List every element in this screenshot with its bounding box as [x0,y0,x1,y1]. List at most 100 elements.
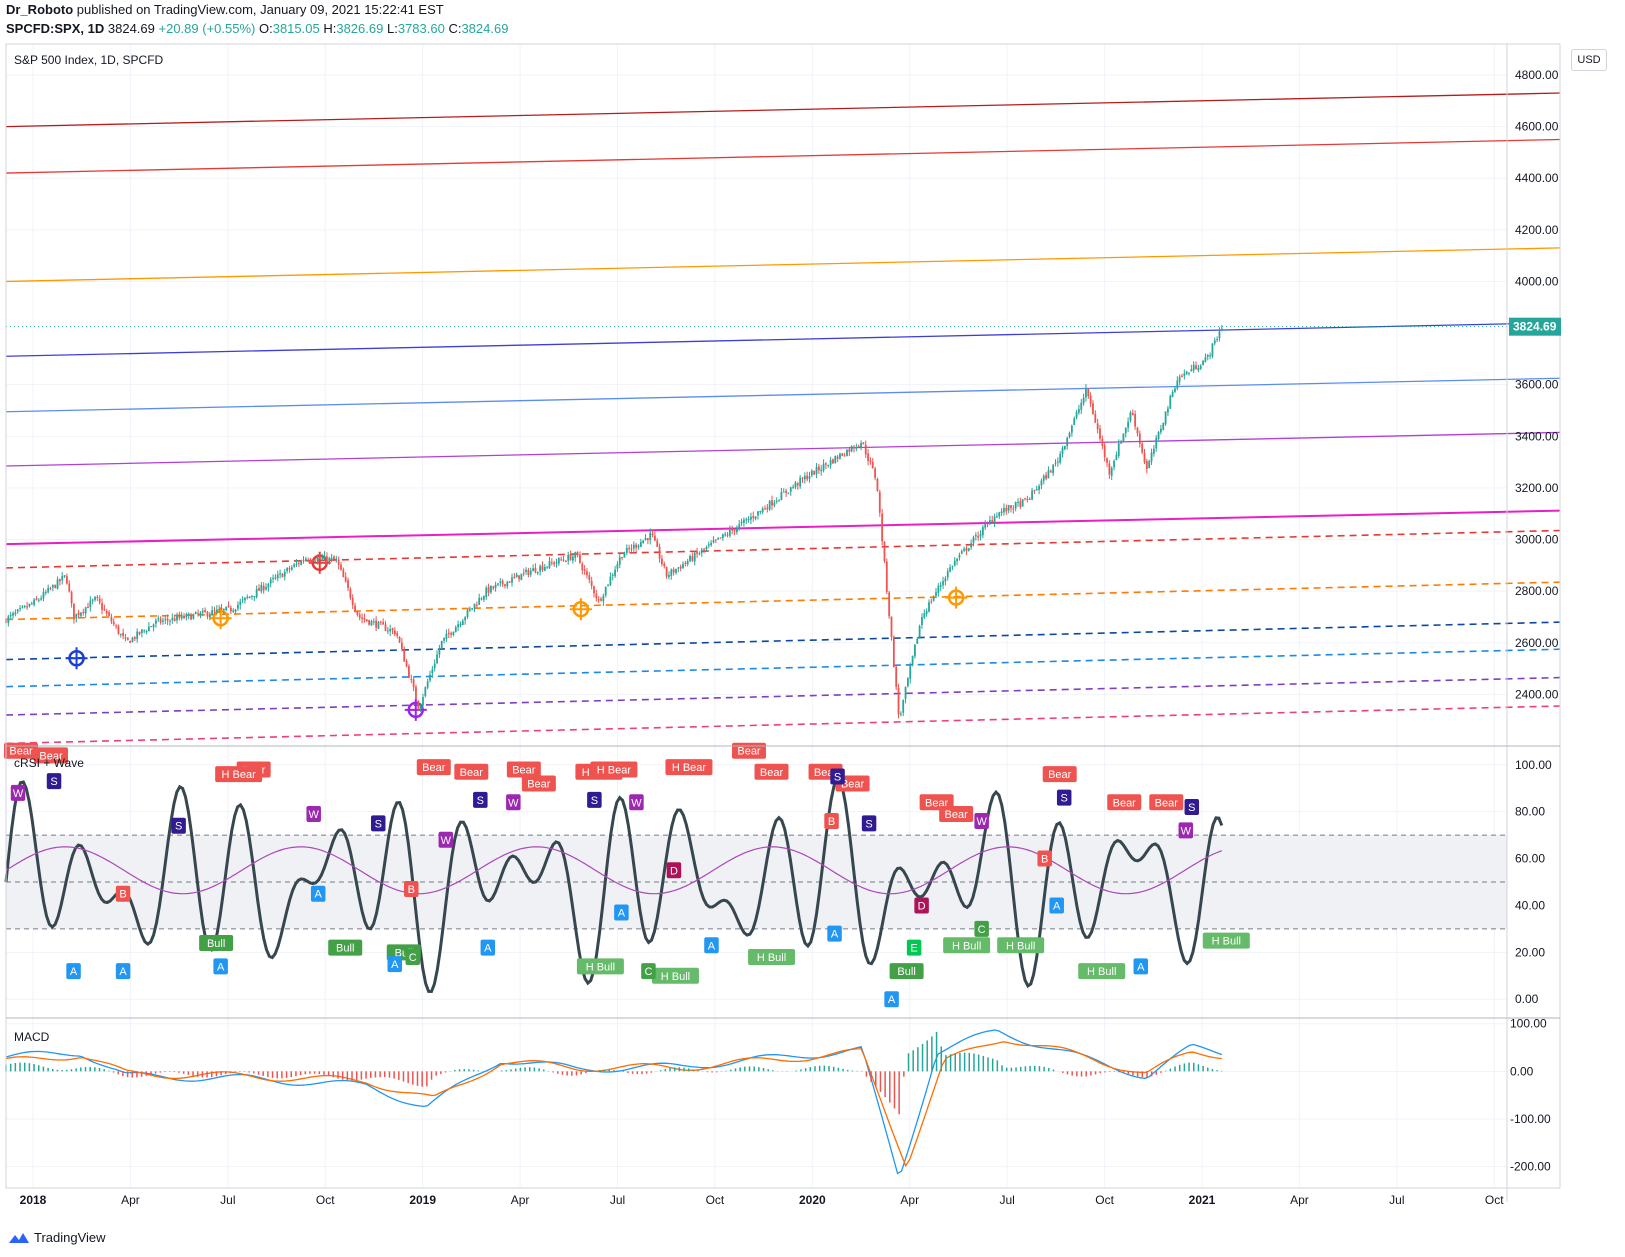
candle-body [480,598,483,600]
wave-tag: E [906,939,922,956]
candle-body [265,587,267,590]
wave-tag-box [10,784,26,801]
candle-body [319,556,321,559]
candle-body [9,614,12,617]
candle-body [560,559,563,561]
candle-body [1152,448,1155,454]
candle-body [703,548,705,550]
candle-body [1031,490,1033,500]
time-tick: Jul [1389,1193,1404,1207]
candle-body [1073,418,1076,426]
candle-body [340,564,342,570]
candle-body [429,674,431,681]
channel-lines[interactable] [5,92,1561,745]
candle-body [637,545,640,548]
candle-body [176,615,178,621]
last-price-tag [1509,317,1561,336]
candle-body [993,516,996,524]
candle-body [447,632,450,634]
candle-body [733,529,736,532]
candle-body [1035,489,1038,491]
candle-body [754,516,757,519]
candle-body [1066,437,1069,447]
wave-tag-box [906,939,922,956]
candle-body [801,477,804,479]
candle-body [396,633,399,636]
candle-body [1150,452,1153,462]
candle-body [494,584,497,588]
candle-body [871,461,874,468]
candle-body [1188,372,1190,374]
candle-body [393,630,396,635]
wave-tag-label: H Bear [597,764,632,776]
candle-body [853,446,855,449]
candle-body [157,618,160,620]
candle-body [623,553,626,558]
wave-tag-label: S [1188,802,1195,814]
candle-body [251,595,253,597]
wave-tag-box [370,815,386,832]
candle-body [672,569,675,573]
wave-tag-box [614,904,629,921]
candle-body [408,666,410,678]
channel-line [5,247,1561,283]
wave-tag-box [731,742,766,759]
wave-tag-label: A [618,907,626,919]
candle-body [1028,499,1031,501]
candle-body [215,609,218,612]
price-tick: 4800.00 [1515,68,1559,82]
price-tick: 4200.00 [1515,223,1559,237]
crosshair-target-icon [209,607,232,630]
candle-body [817,466,820,471]
wave-tag-label: B [828,816,835,828]
candle-body [1211,343,1214,357]
candle-body [543,567,546,571]
wave-tag-box [939,806,974,822]
candle-body [159,618,162,623]
candle-body [473,603,476,608]
candle-body [597,599,600,601]
currency-button[interactable]: USD [1571,49,1607,71]
wave-tag: W [438,831,454,848]
candle-body [269,579,272,584]
wave-tag-box [310,885,326,902]
candle-body [595,593,598,599]
candle-body [782,491,785,493]
candle-body [590,580,593,586]
candle-body [457,624,460,628]
candle-body [827,464,830,466]
candle-body [28,603,31,607]
candle-body [98,598,101,603]
candle-body [288,568,291,570]
candle-body [689,556,691,562]
candle-body [1174,388,1176,392]
footer-brand[interactable]: TradingView [8,1230,106,1245]
candle-body [942,581,944,586]
wave-tag: H Bull [576,958,624,975]
candle-body [874,468,877,478]
wave-tag-box [974,813,989,830]
candle-body [841,453,844,456]
candle-body [923,613,926,618]
candle-body [930,601,933,603]
candle-body [707,544,710,546]
candle-body [485,587,488,597]
author-name[interactable]: Dr_Roboto [6,2,74,17]
candle-body [932,596,935,601]
candle-body [112,621,115,625]
wave-tag-box [1202,932,1250,949]
candle-body [424,687,427,697]
time-tick: Oct [316,1193,335,1207]
wave-tag: S [830,768,845,785]
wave-tag-label: A [888,994,896,1006]
candle-body [759,510,762,513]
candle-body [696,551,698,554]
candle-body [860,443,862,448]
symbol-label[interactable]: SPCFD:SPX, 1D [6,21,105,36]
tradingview-logo-icon [9,1232,29,1243]
candle-body [581,563,584,571]
wave-tag-box [861,815,877,832]
candle-body [621,557,624,559]
wave-tag-box [438,831,454,848]
